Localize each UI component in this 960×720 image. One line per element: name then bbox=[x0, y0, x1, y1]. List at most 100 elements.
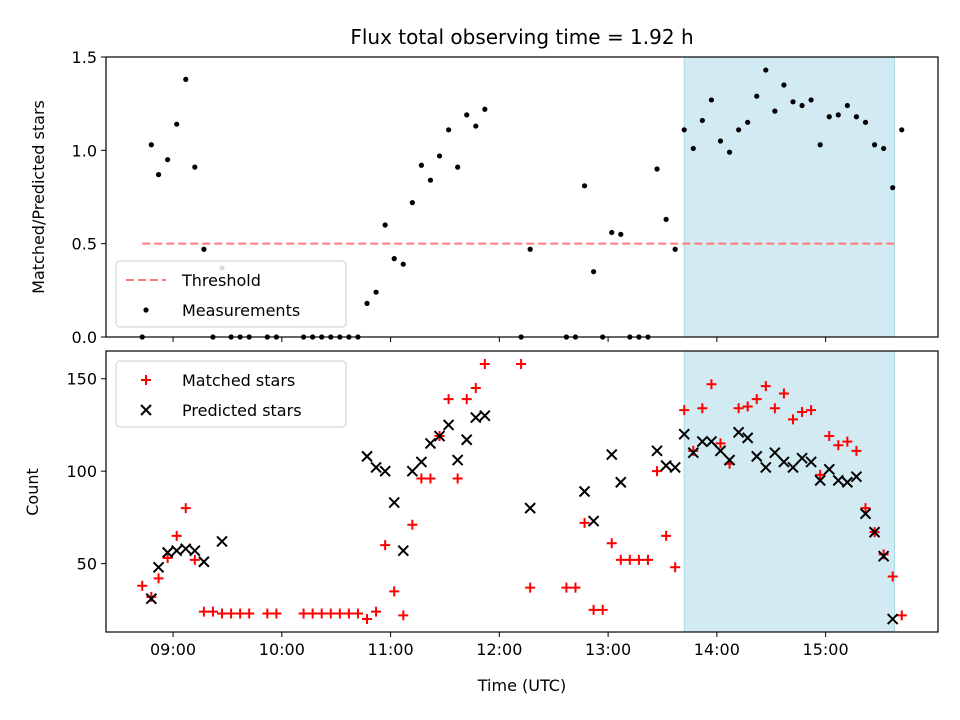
matched-stars-point bbox=[615, 554, 626, 565]
top-chart-title: Flux total observing time = 1.92 h bbox=[350, 25, 693, 49]
measurement-point bbox=[681, 127, 687, 133]
matched-stars-point bbox=[407, 519, 418, 530]
measurement-point bbox=[899, 127, 905, 133]
predicted-stars-point bbox=[678, 428, 690, 440]
matched-stars-point bbox=[896, 610, 907, 621]
matched-stars-point bbox=[180, 503, 191, 514]
measurement-point bbox=[772, 108, 778, 114]
matched-stars-point bbox=[525, 582, 536, 593]
measurement-point bbox=[183, 76, 189, 82]
predicted-stars-point bbox=[787, 461, 799, 474]
measurement-point bbox=[581, 183, 588, 189]
bottom-legend bbox=[115, 360, 347, 428]
measurement-point bbox=[790, 99, 796, 105]
matched-stars-point bbox=[742, 401, 753, 412]
matched-stars-point bbox=[760, 381, 771, 392]
predicted-stars-point bbox=[732, 426, 745, 439]
matched-stars-point bbox=[715, 438, 726, 449]
measurement-point bbox=[663, 216, 669, 222]
measurement-point bbox=[853, 114, 860, 120]
measurement-point bbox=[482, 106, 488, 112]
matched-stars-point bbox=[153, 573, 164, 584]
matched-stars-point bbox=[362, 614, 373, 625]
matched-stars-point bbox=[642, 554, 653, 565]
measurement-point bbox=[409, 200, 415, 206]
x-tick-label: 14:00 bbox=[694, 640, 740, 659]
measurement-point bbox=[436, 153, 443, 159]
matched-stars-point bbox=[425, 473, 436, 484]
predicted-stars-point bbox=[669, 461, 681, 474]
predicted-stars-point bbox=[370, 461, 382, 474]
matched-stars-point bbox=[146, 591, 157, 602]
matched-stars-point bbox=[679, 405, 690, 416]
matched-stars-point bbox=[298, 608, 309, 619]
top-panel: 0.0 0.5 1.0 1.5 Threshold Measurements bbox=[72, 48, 939, 347]
x-tick-label: 09:00 bbox=[150, 640, 196, 659]
matched-stars-point bbox=[470, 382, 481, 393]
measurement-point bbox=[174, 121, 180, 127]
predicted-stars-point bbox=[152, 561, 165, 574]
measurement-point bbox=[654, 166, 660, 172]
measurement-point bbox=[618, 231, 624, 237]
bottom-y-tick-label: 50 bbox=[77, 555, 97, 574]
measurement-point bbox=[165, 157, 171, 163]
matched-stars-point bbox=[307, 608, 318, 619]
matched-stars-point bbox=[824, 431, 835, 442]
matched-stars-point bbox=[797, 407, 808, 418]
matched-stars-point bbox=[198, 606, 209, 617]
measurement-point bbox=[690, 145, 696, 152]
predicted-stars-point bbox=[660, 459, 672, 472]
bottom-x-axis-label: Time (UTC) bbox=[477, 676, 566, 695]
x-tick-label: 13:00 bbox=[585, 640, 631, 659]
matched-stars-point bbox=[806, 405, 817, 416]
predicted-stars-point bbox=[442, 419, 455, 431]
predicted-stars-point bbox=[361, 450, 373, 463]
matched-stars-point bbox=[561, 582, 572, 593]
matched-stars-point bbox=[371, 606, 382, 617]
matched-stars-point bbox=[815, 469, 826, 480]
predicted-stars-point bbox=[877, 550, 890, 562]
matched-stars-point bbox=[597, 604, 608, 615]
predicted-stars-point bbox=[696, 435, 709, 448]
matched-stars-point bbox=[887, 571, 898, 582]
bottom-y-tick-label: 150 bbox=[66, 370, 97, 389]
predicted-stars-point bbox=[397, 544, 409, 557]
measurement-point bbox=[391, 256, 397, 262]
top-highlight-span bbox=[683, 56, 895, 338]
predicted-stars-point bbox=[615, 476, 627, 488]
measurement-point bbox=[736, 127, 742, 133]
predicted-stars-point bbox=[850, 471, 863, 483]
matched-stars-point bbox=[380, 540, 391, 551]
predicted-stars-point bbox=[769, 446, 781, 459]
predicted-stars-point bbox=[406, 465, 419, 477]
top-y-tick-label: 0.0 bbox=[72, 328, 97, 347]
bottom-y-tick-label: 100 bbox=[66, 462, 97, 481]
x-tick-label: 15:00 bbox=[803, 640, 849, 659]
measurement-point bbox=[726, 149, 733, 155]
predicted-stars-point bbox=[868, 526, 881, 538]
matched-stars-point bbox=[416, 473, 427, 484]
bottom-axes-frame bbox=[105, 350, 939, 633]
bottom-panel: 09:00 10:00 11:00 12:00 13:00 14:00 15:00 50 100… bbox=[66, 350, 939, 659]
predicted-stars-point bbox=[741, 432, 754, 444]
measurement-point bbox=[708, 97, 715, 103]
measurement-point bbox=[427, 177, 434, 183]
measurement-point bbox=[799, 102, 805, 109]
top-legend bbox=[115, 260, 347, 328]
predicted-stars-point bbox=[796, 452, 808, 464]
measurement-point bbox=[699, 117, 705, 124]
matched-stars-point bbox=[171, 530, 182, 541]
matched-stars-point bbox=[878, 549, 889, 560]
matched-stars-point bbox=[389, 586, 400, 597]
matched-stars-point bbox=[842, 436, 853, 447]
predicted-stars-point bbox=[461, 434, 473, 446]
legend-matched-swatch bbox=[141, 375, 151, 385]
matched-stars-point bbox=[751, 394, 762, 405]
measurement-point bbox=[808, 97, 814, 103]
matched-stars-point bbox=[162, 553, 173, 564]
legend-label: Threshold bbox=[181, 271, 261, 290]
measurement-point bbox=[781, 82, 787, 88]
predicted-stars-point bbox=[198, 556, 210, 568]
matched-stars-point bbox=[352, 608, 363, 619]
matched-stars-point bbox=[235, 608, 246, 619]
